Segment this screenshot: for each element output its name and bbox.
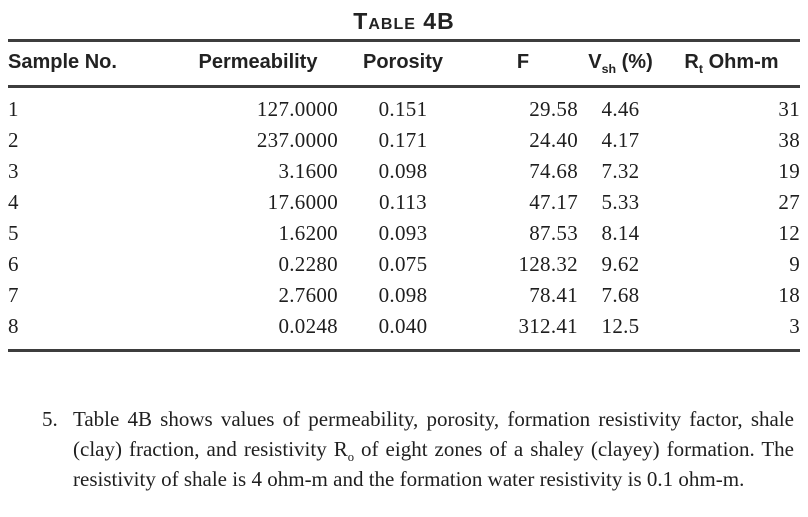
cell-sample-no: 8	[8, 314, 19, 338]
cell-permeability: 3.1600	[278, 159, 338, 183]
cell-porosity: 0.171	[378, 128, 428, 152]
cell-vsh: 12.5	[601, 314, 640, 338]
cell-rt: 18	[778, 283, 800, 307]
cell-f: 128.32	[518, 252, 578, 276]
cell-rt: 38	[778, 128, 800, 152]
header-rt: Rt Ohm-m	[663, 40, 800, 88]
cell-permeability: 2.7600	[278, 283, 338, 307]
vsh-subscript: sh	[601, 62, 617, 76]
header-sample-no: Sample No.	[8, 40, 178, 88]
problem-number: 5.	[42, 407, 58, 431]
cell-porosity: 0.075	[378, 252, 428, 276]
table-row: 5 1.6200 0.093 87.53 8.14 12	[8, 218, 800, 249]
cell-porosity: 0.113	[379, 190, 427, 214]
cell-sample-no: 3	[8, 159, 19, 183]
cell-rt: 27	[778, 190, 800, 214]
cell-sample-no: 7	[8, 283, 19, 307]
cell-vsh: 5.33	[601, 190, 640, 214]
problem-text-part2: of eight zones of a shaley (clayey) form…	[73, 437, 794, 491]
cell-sample-no: 4	[8, 190, 19, 214]
cell-f: 87.53	[529, 221, 578, 245]
problem-text-part1: Table 4B shows values of permeability, p…	[73, 407, 794, 461]
cell-f: 47.17	[529, 190, 578, 214]
cell-porosity: 0.040	[378, 314, 428, 338]
cell-permeability: 1.6200	[278, 221, 338, 245]
rt-base: R	[684, 51, 699, 73]
cell-rt: 12	[778, 221, 800, 245]
cell-permeability: 17.6000	[267, 190, 338, 214]
cell-permeability: 237.0000	[256, 128, 338, 152]
table-body: 1 127.0000 0.151 29.58 4.46 31 2 237.000…	[8, 87, 800, 351]
cell-porosity: 0.098	[378, 283, 428, 307]
table-row: 3 3.1600 0.098 74.68 7.32 19	[8, 156, 800, 187]
cell-f: 78.41	[529, 283, 578, 307]
cell-vsh: 7.32	[601, 159, 640, 183]
ro-subscript: o	[347, 450, 355, 465]
cell-vsh: 7.68	[601, 283, 640, 307]
cell-rt: 9	[789, 252, 800, 276]
cell-sample-no: 6	[8, 252, 19, 276]
data-table: Sample No. Permeability Porosity F Vsh (…	[8, 39, 800, 352]
cell-sample-no: 1	[8, 97, 19, 121]
cell-porosity: 0.098	[378, 159, 428, 183]
cell-rt: 19	[778, 159, 800, 183]
cell-rt: 31	[778, 97, 800, 121]
cell-permeability: 127.0000	[256, 97, 338, 121]
cell-sample-no: 5	[8, 221, 19, 245]
table-row: 8 0.0248 0.040 312.41 12.5 3	[8, 311, 800, 351]
header-permeability: Permeability	[178, 40, 338, 88]
cell-vsh: 8.14	[601, 221, 640, 245]
problem-text: Table 4B shows values of permeability, p…	[73, 404, 794, 494]
rt-subscript: t	[698, 62, 704, 76]
rt-suffix: Ohm-m	[703, 51, 779, 73]
cell-f: 312.41	[518, 314, 578, 338]
cell-permeability: 0.0248	[278, 314, 338, 338]
cell-f: 24.40	[529, 128, 578, 152]
header-vsh: Vsh (%)	[578, 40, 663, 88]
cell-sample-no: 2	[8, 128, 19, 152]
header-porosity: Porosity	[338, 40, 468, 88]
cell-f: 74.68	[529, 159, 578, 183]
cell-permeability: 0.2280	[278, 252, 338, 276]
table-row: 1 127.0000 0.151 29.58 4.46 31	[8, 87, 800, 126]
cell-vsh: 9.62	[601, 252, 640, 276]
cell-rt: 3	[789, 314, 800, 338]
table-row: 6 0.2280 0.075 128.32 9.62 9	[8, 249, 800, 280]
problem-statement: 5. Table 4B shows values of permeability…	[42, 404, 794, 494]
vsh-base: V	[588, 51, 602, 73]
table-row: 4 17.6000 0.113 47.17 5.33 27	[8, 187, 800, 218]
cell-vsh: 4.17	[601, 128, 640, 152]
table-row: 7 2.7600 0.098 78.41 7.68 18	[8, 280, 800, 311]
table-title: Table 4B	[353, 8, 455, 34]
cell-f: 29.58	[529, 97, 578, 121]
cell-porosity: 0.093	[378, 221, 428, 245]
cell-porosity: 0.151	[378, 97, 428, 121]
table-row: 2 237.0000 0.171 24.40 4.17 38	[8, 125, 800, 156]
vsh-suffix: (%)	[616, 51, 653, 73]
table-header-row: Sample No. Permeability Porosity F Vsh (…	[8, 40, 800, 88]
header-formation-factor: F	[468, 40, 578, 88]
cell-vsh: 4.46	[601, 97, 640, 121]
